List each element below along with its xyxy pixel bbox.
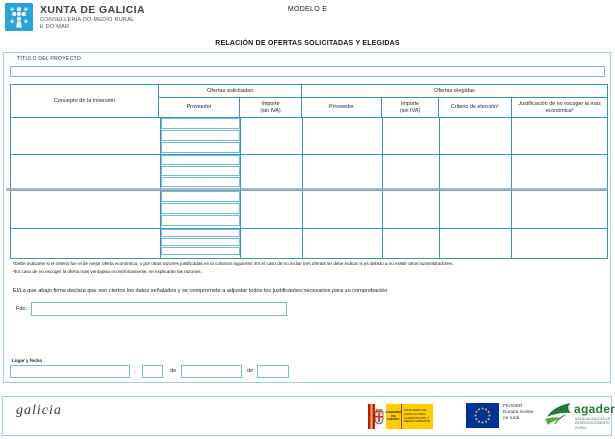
table-body [11,117,607,258]
proveedor-elegido-cell [303,229,383,258]
concepto-cell [11,229,161,258]
feader-text: FEADER: Europa inviste no rural [503,404,534,422]
year-input[interactable] [257,365,289,378]
spain-ministry-text: MINISTERIO DE AGRICULTURA, ALIMENTACIÓN … [404,408,430,424]
importe-elegido-cell [383,118,440,154]
criterio-cell [440,118,513,154]
criterio-cell [440,229,513,258]
day-input[interactable] [142,365,163,378]
proveedor-elegido-cell [303,118,383,154]
importe-elegido-cell [383,155,440,190]
signature-label: Fdo.: [16,306,29,312]
criterio-cell [440,191,513,228]
proveedores-solicitadas-cell [160,155,242,190]
footnote-1: ¹Debe indicarse si el criterio fue el de… [13,262,454,267]
table-row [11,117,607,154]
eu-flag-icon [466,403,499,428]
de-label-2: de [247,368,254,374]
agader-leaf-icon [545,403,571,425]
page-title: RELACIÓN DE OFERTAS SOLICITADAS Y ELEGID… [215,40,400,47]
justificacion-cell [512,118,607,154]
importe-solicitadas-cell [241,191,304,228]
criterio-cell [440,155,513,190]
gray-divider [6,188,608,191]
group-header-ofertas-solicitadas: Ofertas solicitadas [159,85,302,97]
importe-solicitadas-cell [241,118,304,154]
proveedor-field-input[interactable] [160,166,241,176]
proveedor-elegido-cell [303,191,383,228]
model-label: MODELO E [287,6,328,13]
justificacion-cell [512,229,607,258]
spain-flag-icon [368,404,375,429]
proveedor-field-input[interactable] [160,118,241,129]
galicia-wordmark-logo: galicia [16,403,62,418]
proveedor-elegido-cell [303,155,383,190]
table-row [11,190,607,228]
table-row [11,154,607,190]
proveedor-field-input[interactable] [160,155,241,165]
signature-input[interactable] [31,302,287,316]
concepto-cell [11,191,161,228]
proveedor-field-input[interactable] [160,203,241,214]
col-header-justificacion: Justificación de no escoger la más econó… [518,101,601,114]
spain-gov-text: GOBIERNO DE ESPAÑA [385,404,402,429]
importe-solicitadas-cell [241,229,304,258]
col-header-proveedor-solicitadas: Proveedor [159,98,240,117]
group-header-ofertas-elegidas: Ofertas elegidas [434,88,475,94]
form-frame [3,52,611,383]
project-title-label: TÍTULO DEL PROYECTO [17,56,82,62]
agader-wordmark: agader [574,402,615,416]
proveedor-field-input[interactable] [160,130,241,141]
declaration-text: El/La que abajo firma declara que son ci… [13,288,388,294]
comma-separator: , [134,368,136,374]
importe-solicitadas-cell [241,155,304,190]
org-name: XUNTA DE GALICIA [40,4,145,16]
project-title-input[interactable] [10,66,605,77]
month-input[interactable] [181,365,242,378]
proveedor-field-input[interactable] [160,142,241,153]
proveedor-field-input[interactable] [160,247,241,255]
justificacion-cell [512,155,607,190]
place-date-label: Lugar y fecha [12,358,42,363]
agader-subtitle: AXENCIA GALEGA DE DESENVOLVEMENTO RURAL [575,417,611,430]
place-input[interactable] [10,365,130,378]
proveedor-field-input[interactable] [160,215,241,226]
de-label-1: de [170,368,177,374]
spain-gov-label-plate: GOBIERNO DE ESPAÑA MINISTERIO DE AGRICUL… [385,404,433,429]
justificacion-cell [512,191,607,228]
spain-coat-of-arms-icon [371,404,386,429]
concepto-cell [11,118,161,154]
xunta-de-galicia-logo-icon [5,3,33,31]
proveedores-solicitadas-cell [160,229,242,258]
proveedores-solicitadas-cell [160,191,242,228]
footer-frame [2,396,612,436]
col-header-criterio: Criterio de elección¹ [439,98,512,117]
footnote-2: ²En caso de no escoger la oferta más ven… [13,270,202,275]
proveedor-field-input[interactable] [160,238,241,246]
org-department: CONSELLERÍA DO MEDIO RURAL E DO MAR [40,17,135,30]
col-header-importe-solicitadas: Importe (sin IVA) [240,98,302,117]
offers-table: Concepto de la inversión Ofertas solicit… [10,84,608,259]
table-row [11,228,607,258]
importe-elegido-cell [383,229,440,258]
spain-government-logo: GOBIERNO DE ESPAÑA MINISTERIO DE AGRICUL… [368,404,433,429]
proveedores-solicitadas-cell [160,118,242,154]
proveedor-field-input[interactable] [160,177,241,187]
proveedor-field-input[interactable] [160,191,241,202]
proveedor-field-input[interactable] [160,229,241,237]
col-header-importe-elegidas: Importe (sin IVA) [382,98,439,117]
importe-elegido-cell [383,191,440,228]
table-header: Concepto de la inversión Ofertas solicit… [11,85,607,117]
col-header-concepto: Concepto de la inversión [11,85,159,117]
col-header-proveedor-elegidas: Proveedor [302,98,382,117]
concepto-cell [11,155,161,190]
